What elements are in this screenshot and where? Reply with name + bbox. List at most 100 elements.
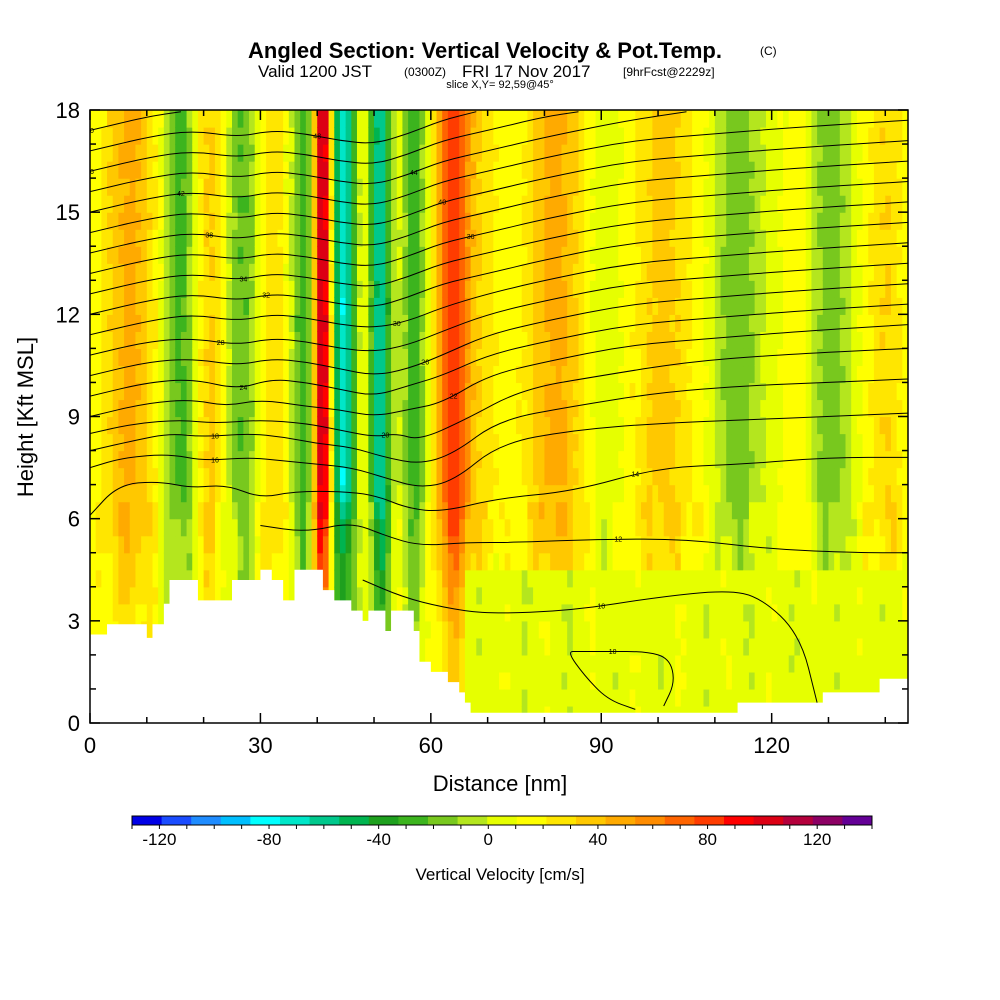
velocity-cell (260, 110, 267, 128)
velocity-cell (794, 518, 801, 537)
velocity-cell (464, 671, 472, 690)
velocity-cell (362, 569, 369, 588)
velocity-cell (828, 246, 835, 264)
velocity-cell (623, 569, 631, 588)
velocity-cell (686, 348, 693, 367)
velocity-cell (584, 450, 591, 469)
velocity-cell (777, 399, 784, 418)
velocity-cell (623, 535, 631, 554)
velocity-cell (606, 433, 614, 452)
velocity-cell (641, 637, 648, 656)
velocity-cell (328, 518, 335, 537)
velocity-cell (765, 535, 773, 554)
velocity-cell (709, 586, 716, 605)
velocity-cell (572, 263, 580, 281)
velocity-cell (760, 501, 767, 520)
velocity-cell (334, 501, 341, 520)
velocity-cell (669, 178, 676, 196)
velocity-cell (669, 399, 676, 418)
velocity-cell (288, 110, 296, 128)
velocity-cell (118, 195, 125, 213)
velocity-cell (101, 280, 108, 298)
velocity-cell (851, 671, 858, 690)
velocity-cell (760, 416, 767, 435)
velocity-cell (311, 144, 318, 162)
velocity-cell (686, 637, 693, 656)
velocity-cell (254, 127, 262, 145)
velocity-cell (362, 603, 369, 622)
velocity-cell (834, 518, 841, 537)
velocity-cell (464, 467, 472, 486)
velocity-cell (748, 450, 756, 469)
velocity-cell (90, 484, 97, 503)
velocity-cell (402, 229, 409, 247)
velocity-cell (601, 348, 608, 367)
velocity-cell (805, 484, 813, 503)
velocity-cell (635, 484, 642, 503)
velocity-cell (197, 382, 205, 401)
velocity-cell (692, 161, 699, 179)
velocity-cell (271, 178, 279, 196)
velocity-cell (368, 127, 375, 145)
velocity-cell (743, 127, 750, 145)
velocity-cell (697, 297, 705, 315)
velocity-cell (470, 178, 477, 196)
velocity-cell (379, 127, 386, 145)
velocity-cell (464, 552, 472, 571)
velocity-cell (521, 416, 528, 435)
velocity-cell (777, 535, 784, 554)
velocity-cell (777, 144, 784, 162)
velocity-cell (538, 552, 546, 571)
velocity-cell (476, 280, 483, 298)
velocity-cell (709, 382, 716, 401)
velocity-cell (453, 348, 460, 367)
velocity-cell (345, 297, 352, 315)
velocity-cell (192, 110, 199, 128)
velocity-cell (737, 518, 744, 537)
velocity-cell (862, 552, 869, 571)
velocity-cell (629, 433, 636, 452)
velocity-cell (379, 450, 386, 469)
velocity-cell (800, 484, 807, 503)
velocity-cell (95, 535, 102, 554)
velocity-cell (408, 331, 415, 349)
velocity-cell (141, 501, 148, 520)
velocity-cell (413, 467, 421, 486)
velocity-cell (726, 280, 733, 298)
velocity-cell (345, 314, 352, 332)
velocity-cell (339, 569, 347, 588)
velocity-cell (817, 110, 824, 128)
velocity-cell (470, 331, 477, 349)
velocity-cell (254, 297, 262, 315)
velocity-cell (652, 161, 659, 179)
velocity-cell (544, 229, 551, 247)
velocity-cell (652, 501, 659, 520)
velocity-cell (828, 229, 835, 247)
velocity-cell (305, 195, 313, 213)
velocity-cell (669, 212, 676, 230)
velocity-cell (169, 569, 176, 588)
velocity-cell (129, 467, 137, 486)
velocity-cell (754, 467, 761, 486)
velocity-cell (629, 382, 636, 401)
velocity-cell (476, 365, 483, 384)
velocity-cell (442, 348, 449, 367)
velocity-cell (345, 484, 352, 503)
velocity-cell (777, 586, 784, 605)
velocity-cell (311, 297, 318, 315)
velocity-cell (658, 229, 665, 247)
velocity-cell (606, 637, 614, 656)
velocity-cell (288, 212, 296, 230)
velocity-cell (845, 586, 852, 605)
velocity-cell (163, 467, 171, 486)
velocity-cell (362, 416, 369, 435)
velocity-cell (169, 263, 176, 281)
velocity-cell (112, 110, 119, 128)
velocity-cell (374, 195, 381, 213)
velocity-cell (510, 637, 517, 656)
velocity-cell (271, 144, 279, 162)
velocity-cell (873, 654, 881, 673)
velocity-cell (811, 297, 818, 315)
velocity-cell (555, 671, 563, 690)
velocity-cell (135, 382, 142, 401)
